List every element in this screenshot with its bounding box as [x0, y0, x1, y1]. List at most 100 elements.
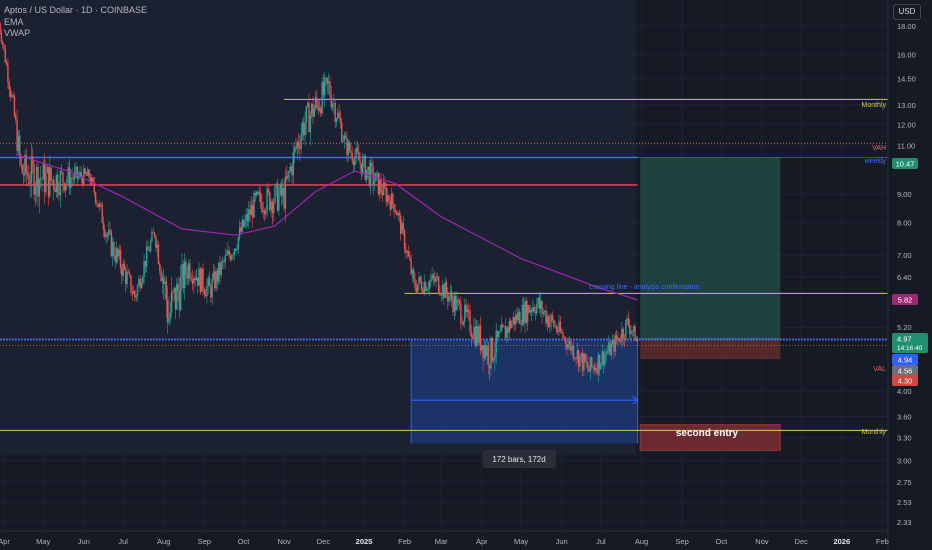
candle-body	[516, 314, 518, 321]
candle-body	[318, 107, 321, 111]
second-entry-label: second entry	[676, 428, 739, 439]
candle-body	[364, 155, 367, 180]
bars-range-box	[483, 450, 556, 468]
candle-body	[536, 304, 538, 314]
candle-body	[347, 141, 349, 156]
y-tick-label: 2.33	[897, 518, 912, 527]
candle-body	[500, 324, 503, 332]
x-tick-label: Aug	[635, 537, 648, 546]
candle-body	[142, 276, 144, 284]
candle-body	[482, 345, 484, 359]
ema-price-tag: 5.82	[898, 296, 913, 305]
entry-price-tag-bg	[892, 365, 918, 376]
candle-body	[240, 227, 242, 232]
candle-body	[153, 232, 156, 237]
candle-body	[540, 300, 542, 309]
candle-body	[410, 260, 412, 275]
y-tick-label: 4.00	[897, 387, 912, 396]
candle-body	[432, 274, 435, 279]
candle-body	[507, 327, 509, 333]
y-tick-label: 2.53	[897, 498, 912, 507]
candle-body	[339, 117, 342, 123]
candle-body	[588, 369, 590, 372]
candle-body	[384, 182, 386, 188]
candle-body	[583, 353, 585, 371]
candle-body	[47, 166, 50, 197]
x-tick-label: Apr	[0, 537, 10, 546]
candle-body	[537, 298, 539, 305]
candle-body	[415, 287, 418, 292]
candle-body	[54, 189, 56, 193]
weekly-price-tag: 10.47	[896, 160, 915, 169]
candle-body	[34, 187, 37, 195]
candle-body	[511, 322, 513, 329]
candle-body	[427, 288, 429, 290]
candle-body	[7, 64, 9, 82]
candle-body	[618, 337, 620, 342]
stop-zone	[640, 339, 781, 360]
candle-body	[397, 213, 399, 216]
currency-button[interactable]: USD	[893, 4, 921, 20]
candle-body	[373, 181, 376, 185]
candle-body	[83, 168, 85, 185]
candle-body	[76, 166, 79, 179]
candle-body	[498, 331, 500, 338]
candle-body	[165, 281, 168, 301]
candle-body	[413, 269, 415, 280]
candle-body	[513, 316, 516, 325]
candle-body	[325, 77, 327, 79]
candle-body	[636, 338, 639, 342]
vah-label: VAH	[872, 145, 886, 152]
candle-body	[580, 353, 583, 357]
candle-body	[324, 77, 326, 96]
candle-body	[508, 321, 511, 333]
candle-body	[458, 300, 461, 304]
x-tick-label: Jun	[78, 537, 90, 546]
candle-body	[1, 41, 4, 45]
candle-body	[453, 295, 456, 313]
candle-body	[41, 178, 43, 180]
candle-body	[310, 103, 313, 115]
candle-body	[411, 269, 414, 275]
y-tick-label: 6.40	[897, 273, 912, 282]
candle-body	[148, 250, 151, 252]
x-tick-label: Feb	[876, 537, 889, 546]
x-tick-label: Feb	[398, 537, 411, 546]
candle-body	[440, 294, 442, 296]
candle-body	[242, 219, 245, 227]
candle-body	[454, 295, 457, 311]
candle-body	[517, 311, 520, 321]
candle-body	[585, 361, 588, 363]
vwap-indicator-label[interactable]: VWAP	[4, 28, 31, 38]
candle-body	[371, 162, 373, 167]
candle-body	[634, 326, 636, 341]
candle-body	[327, 81, 330, 84]
ema-indicator-label[interactable]: EMA	[4, 17, 24, 27]
candle-body	[379, 179, 381, 195]
symbol-title[interactable]: Aptos / US Dollar · 1D · COINBASE	[4, 5, 148, 15]
candle-body	[166, 300, 169, 323]
candle-body	[388, 195, 390, 201]
stop-price-tag: 4.30	[898, 377, 913, 386]
price-tags: 10.47 5.82 4.97 14:16:40 4.94 4.56 4.30	[892, 158, 928, 386]
x-tick-label: Jul	[118, 537, 128, 546]
candle-body	[307, 102, 309, 107]
y-tick-label: 9.00	[897, 190, 912, 199]
candle-body	[629, 325, 631, 334]
candle-body	[462, 321, 465, 325]
candle-body	[252, 205, 254, 218]
horizontal-levels	[0, 98, 888, 431]
candle-body	[149, 241, 152, 252]
candle-body	[602, 351, 605, 366]
candle-body	[246, 213, 249, 222]
candle-body	[28, 175, 30, 185]
candle-body	[563, 337, 565, 339]
candle-body	[550, 315, 552, 322]
x-tick-label: Sep	[675, 537, 688, 546]
candle-body	[194, 278, 196, 281]
candle-body	[305, 106, 308, 124]
candle-body	[344, 135, 347, 139]
candle-body	[326, 77, 329, 84]
candle-body	[490, 337, 492, 369]
